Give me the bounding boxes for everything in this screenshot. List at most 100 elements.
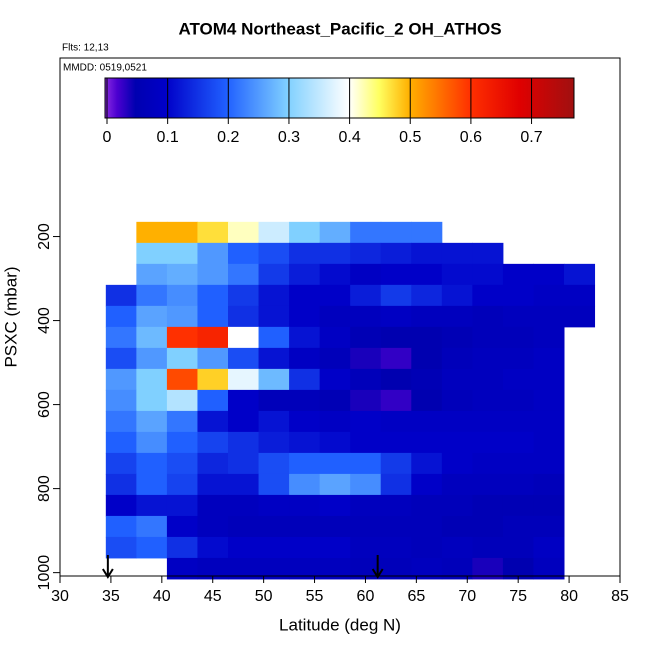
heat-cell bbox=[319, 389, 351, 412]
heat-cell bbox=[166, 347, 198, 370]
heat-cell bbox=[472, 368, 504, 391]
heat-cell bbox=[105, 473, 137, 496]
colorbar-tick-label: 0 bbox=[103, 129, 112, 146]
heat-cell bbox=[472, 431, 504, 454]
heat-cell bbox=[441, 494, 473, 517]
heat-cell bbox=[105, 305, 137, 328]
x-tick-label: 80 bbox=[560, 588, 578, 605]
heat-cell bbox=[472, 284, 504, 307]
heat-cell bbox=[411, 557, 443, 580]
heat-cell bbox=[350, 347, 382, 370]
y-tick-label: 1000 bbox=[36, 555, 53, 591]
heat-cell bbox=[258, 410, 290, 433]
heat-cell bbox=[136, 368, 168, 391]
heat-cell bbox=[380, 410, 412, 433]
heat-cell bbox=[411, 389, 443, 412]
heat-cell bbox=[411, 494, 443, 517]
heat-cell bbox=[472, 326, 504, 349]
heat-cell bbox=[533, 452, 565, 475]
heat-cell bbox=[441, 536, 473, 559]
heat-cell bbox=[166, 410, 198, 433]
heat-cell bbox=[502, 368, 534, 391]
heat-cell bbox=[105, 410, 137, 433]
heat-cell bbox=[166, 536, 198, 559]
heat-cell bbox=[502, 326, 534, 349]
heat-cell bbox=[289, 410, 321, 433]
heat-cell bbox=[289, 221, 321, 244]
heat-cell bbox=[380, 326, 412, 349]
heat-cell bbox=[502, 452, 534, 475]
heat-cell bbox=[197, 473, 229, 496]
x-tick-label: 65 bbox=[407, 588, 425, 605]
heat-cell bbox=[258, 305, 290, 328]
heat-cell bbox=[105, 389, 137, 412]
heat-cell bbox=[136, 431, 168, 454]
heat-cell bbox=[166, 494, 198, 517]
heat-cell bbox=[411, 536, 443, 559]
heat-cell bbox=[136, 305, 168, 328]
heat-cell bbox=[289, 347, 321, 370]
arrow bbox=[102, 555, 114, 579]
heat-cell bbox=[411, 221, 443, 244]
heat-cell bbox=[319, 536, 351, 559]
heat-cell bbox=[228, 284, 260, 307]
heat-cell bbox=[380, 263, 412, 286]
colorbar-tick-label: 0.1 bbox=[157, 129, 179, 146]
heat-cell bbox=[136, 242, 168, 265]
heat-cell bbox=[258, 452, 290, 475]
heat-cell bbox=[380, 515, 412, 538]
heat-cell bbox=[564, 263, 596, 286]
heat-cell bbox=[228, 242, 260, 265]
heat-cell bbox=[472, 473, 504, 496]
heat-cell bbox=[289, 473, 321, 496]
heat-cell bbox=[228, 221, 260, 244]
heat-cell bbox=[533, 284, 565, 307]
heat-cell bbox=[166, 452, 198, 475]
heat-cell bbox=[441, 452, 473, 475]
heat-cell bbox=[228, 431, 260, 454]
heat-cell bbox=[105, 326, 137, 349]
heat-cell bbox=[289, 242, 321, 265]
heat-cell bbox=[319, 557, 351, 580]
heat-cell bbox=[228, 389, 260, 412]
heat-cell bbox=[472, 263, 504, 286]
heat-cell bbox=[350, 452, 382, 475]
heat-cell bbox=[228, 557, 260, 580]
heat-cell bbox=[350, 263, 382, 286]
heat-cell bbox=[502, 431, 534, 454]
heat-cell bbox=[105, 515, 137, 538]
subtitle: Flts: 12,13 bbox=[62, 43, 109, 54]
heat-cell bbox=[502, 305, 534, 328]
heat-cell bbox=[105, 452, 137, 475]
heat-cell bbox=[319, 494, 351, 517]
chart-title: ATOM4 Northeast_Pacific_2 OH_ATHOS bbox=[178, 19, 501, 38]
heat-cell bbox=[258, 347, 290, 370]
heat-cell bbox=[411, 431, 443, 454]
heat-cell bbox=[319, 263, 351, 286]
heat-cell bbox=[350, 284, 382, 307]
heat-cell bbox=[411, 284, 443, 307]
heat-cell bbox=[258, 389, 290, 412]
heat-cell bbox=[166, 326, 198, 349]
heat-cell bbox=[166, 389, 198, 412]
heat-cell bbox=[289, 557, 321, 580]
heat-cell bbox=[564, 284, 596, 307]
heat-cell bbox=[228, 515, 260, 538]
heat-cell bbox=[380, 305, 412, 328]
x-tick-label: 45 bbox=[204, 588, 222, 605]
heat-cell bbox=[319, 347, 351, 370]
heat-cell bbox=[105, 536, 137, 559]
x-tick-label: 85 bbox=[611, 588, 629, 605]
heat-cell bbox=[289, 515, 321, 538]
heat-cell bbox=[258, 473, 290, 496]
heat-cell bbox=[350, 368, 382, 391]
heat-cell bbox=[136, 263, 168, 286]
heat-cell bbox=[319, 410, 351, 433]
heat-cell bbox=[289, 326, 321, 349]
heat-cell bbox=[319, 473, 351, 496]
y-tick-label: 400 bbox=[36, 307, 53, 334]
heat-cell bbox=[136, 410, 168, 433]
heat-cell bbox=[502, 515, 534, 538]
x-axis-label: Latitude (deg N) bbox=[279, 615, 401, 634]
heat-cell bbox=[136, 347, 168, 370]
